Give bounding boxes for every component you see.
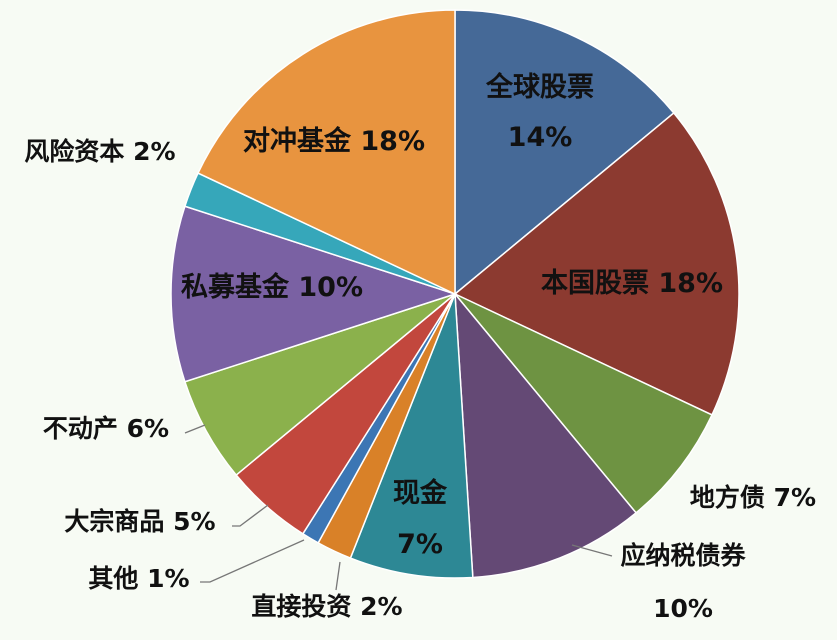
slice-label: 地方债 7%: [690, 483, 816, 512]
slice-label-name: 应纳税债券: [620, 541, 746, 570]
pie-slice: [454, 293, 713, 514]
slice-label-value: 10%: [653, 594, 713, 623]
pie-slice: [454, 9, 675, 296]
slice-label-value: 7%: [397, 529, 443, 560]
slice-label: 私募基金 10%: [181, 271, 363, 303]
pie-slice: [453, 111, 740, 416]
leader-line: [571, 544, 613, 557]
slice-label: 其他 1%: [88, 564, 189, 593]
slice-label: 不动产 6%: [43, 414, 169, 443]
slice-label-name: 全球股票: [485, 71, 594, 103]
slice-label: 大宗商品 5%: [64, 507, 215, 536]
slice-label: 直接投资 2%: [251, 592, 402, 621]
pie-slice: [349, 293, 474, 579]
leader-line: [184, 424, 206, 434]
slice-label: 风险资本 2%: [24, 137, 175, 166]
pie-slice: [170, 205, 458, 383]
slice-label: 本国股票 18%: [541, 268, 723, 299]
pie-slice: [197, 9, 456, 296]
leader-line: [232, 504, 269, 527]
pie-slice: [454, 291, 638, 579]
leader-line: [335, 561, 341, 591]
leader-line: [200, 539, 305, 583]
slice-label-value: 14%: [508, 122, 573, 153]
slice-label: 对冲基金 18%: [243, 125, 425, 157]
slice-label-name: 现金: [393, 477, 448, 509]
